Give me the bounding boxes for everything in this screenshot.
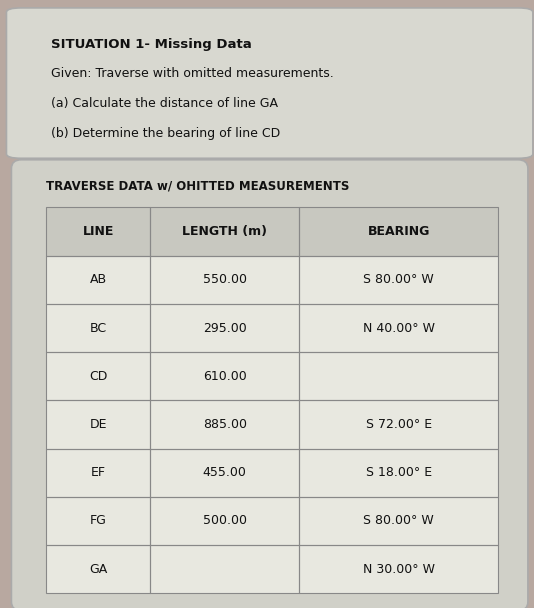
Bar [150, 255, 299, 304]
Text: Given: Traverse with omitted measurements.: Given: Traverse with omitted measurement… [51, 67, 334, 80]
Bar [299, 255, 498, 304]
Text: BC: BC [90, 322, 107, 334]
FancyBboxPatch shape [6, 8, 533, 158]
Bar [299, 497, 498, 545]
Bar [46, 352, 498, 400]
Bar [46, 449, 498, 497]
FancyBboxPatch shape [11, 160, 528, 608]
Text: N 30.00° W: N 30.00° W [363, 562, 435, 576]
Bar [46, 400, 498, 449]
Bar [46, 207, 498, 255]
Bar [150, 352, 299, 400]
Text: 500.00: 500.00 [203, 514, 247, 527]
Bar [299, 304, 498, 352]
Bar [299, 207, 498, 255]
Bar [299, 449, 498, 497]
Bar [46, 255, 150, 304]
Text: LINE: LINE [82, 225, 114, 238]
Bar [46, 449, 150, 497]
Text: S 80.00° W: S 80.00° W [363, 514, 434, 527]
Text: BEARING: BEARING [367, 225, 430, 238]
Text: LENGTH (m): LENGTH (m) [182, 225, 267, 238]
Bar [299, 352, 498, 400]
Bar [46, 545, 150, 593]
Bar [46, 545, 498, 593]
Bar [150, 545, 299, 593]
Text: S 72.00° E: S 72.00° E [366, 418, 432, 431]
Text: (a) Calculate the distance of line GA: (a) Calculate the distance of line GA [51, 97, 278, 110]
Bar [299, 545, 498, 593]
Text: S 80.00° W: S 80.00° W [363, 273, 434, 286]
Bar [150, 304, 299, 352]
Bar [299, 400, 498, 449]
Text: N 40.00° W: N 40.00° W [363, 322, 435, 334]
Bar [46, 207, 150, 255]
Text: CD: CD [89, 370, 107, 382]
Bar [46, 400, 150, 449]
Bar [46, 497, 150, 545]
Text: 610.00: 610.00 [203, 370, 247, 382]
Text: 885.00: 885.00 [203, 418, 247, 431]
Bar [46, 255, 498, 304]
Bar [150, 497, 299, 545]
Text: FG: FG [90, 514, 107, 527]
Bar [150, 449, 299, 497]
Text: 295.00: 295.00 [203, 322, 247, 334]
Bar [46, 497, 498, 545]
Text: 550.00: 550.00 [203, 273, 247, 286]
Text: SITUATION 1- Missing Data: SITUATION 1- Missing Data [51, 38, 252, 50]
Text: (b) Determine the bearing of line CD: (b) Determine the bearing of line CD [51, 127, 280, 140]
Bar [46, 304, 150, 352]
Text: S 18.00° E: S 18.00° E [366, 466, 432, 479]
Bar [150, 207, 299, 255]
Bar [46, 304, 498, 352]
Text: 455.00: 455.00 [203, 466, 247, 479]
Bar [150, 400, 299, 449]
Text: AB: AB [90, 273, 107, 286]
Bar [46, 352, 150, 400]
Text: EF: EF [91, 466, 106, 479]
Text: GA: GA [89, 562, 107, 576]
Text: DE: DE [89, 418, 107, 431]
Text: TRAVERSE DATA w/ OHITTED MEASUREMENTS: TRAVERSE DATA w/ OHITTED MEASUREMENTS [46, 179, 350, 192]
